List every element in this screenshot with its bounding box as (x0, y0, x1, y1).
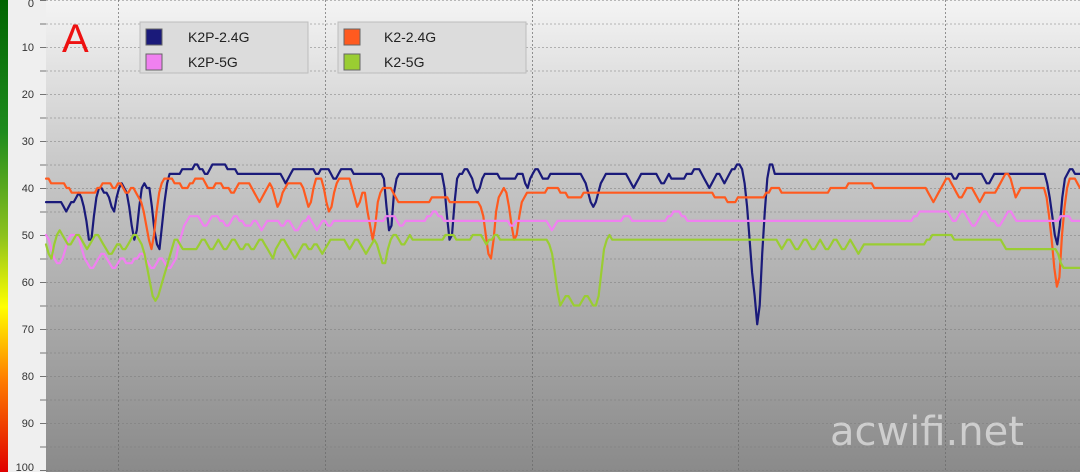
y-tick-label: 100 (16, 462, 34, 472)
y-tick-label: 10 (22, 42, 34, 54)
series-line-k2-2-4g (44, 172, 1080, 288)
legend-box-left (139, 21, 309, 74)
legend-label: K2P-2.4G (188, 29, 249, 45)
legend-swatch (343, 28, 361, 46)
grid (46, 0, 1080, 471)
y-tick-label: 0 (28, 0, 34, 10)
panel-label: A (62, 17, 89, 61)
legend-box-right (337, 21, 527, 74)
series-line-k2p-5g (44, 210, 1080, 269)
legend-swatch (145, 53, 163, 71)
series-line-k2-5g (44, 229, 1080, 307)
plot-area (46, 0, 1080, 472)
y-tick-label: 80 (22, 371, 34, 383)
signal-color-scale (0, 0, 8, 472)
legend-label: K2-5G (384, 54, 424, 70)
legend-swatch (343, 53, 361, 71)
y-tick-label: 70 (22, 324, 34, 336)
legend-label: K2-2.4G (384, 29, 436, 45)
y-tick-label: 60 (22, 277, 34, 289)
y-tick-label: 30 (22, 136, 34, 148)
y-axis: 0 10 20 30 40 50 60 70 80 90 100 (16, 0, 46, 472)
watermark: acwifi.net (830, 409, 1024, 455)
series-line-k2p-2-4g (44, 163, 1080, 326)
legend-label: K2P-5G (188, 54, 238, 70)
series-lines (44, 163, 1080, 326)
legend-swatch (145, 28, 163, 46)
y-tick-label: 50 (22, 230, 34, 242)
y-tick-label: 40 (22, 183, 34, 195)
y-tick-label: 90 (22, 418, 34, 430)
legend: K2P-2.4G K2-2.4G K2P-5G K2-5G (139, 21, 527, 74)
y-tick-label: 20 (22, 89, 34, 101)
